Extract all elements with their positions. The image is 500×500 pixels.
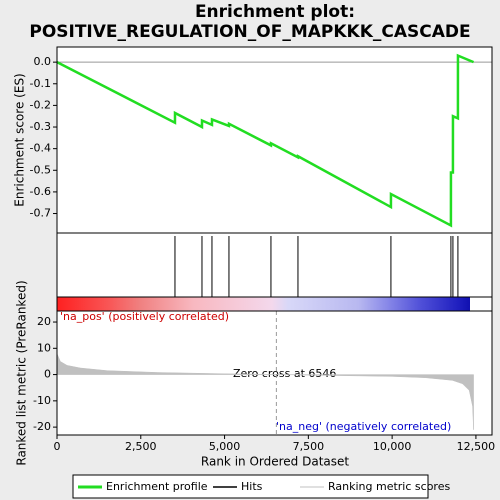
x-tick-label: 0	[54, 440, 61, 453]
x-tick-label: 7,500	[293, 440, 325, 453]
x-tick-label: 5,000	[209, 440, 241, 453]
y-tick-label: -20	[33, 420, 51, 433]
y-axis-label: Ranked list metric (PreRanked)	[15, 280, 29, 465]
zero-cross-label: Zero cross at 6546	[233, 367, 336, 380]
y-tick-label: -0.3	[30, 120, 51, 133]
x-tick-label: 12,500	[457, 440, 496, 453]
plot-area	[57, 47, 492, 435]
y-tick-label: -0.6	[30, 185, 51, 198]
pos-label: 'na_pos' (positively correlated)	[60, 310, 229, 323]
x-tick-label: 10,000	[373, 440, 412, 453]
legend-label: Enrichment profile	[106, 480, 208, 493]
es-line	[56, 53, 475, 228]
y-tick-label: -0.5	[30, 163, 51, 176]
neg-label: 'na_neg' (negatively correlated)	[276, 420, 451, 433]
y-tick-label: -0.2	[30, 98, 51, 111]
legend	[72, 474, 429, 499]
y-tick-label: -0.4	[30, 142, 51, 155]
y-tick-label: -10	[33, 394, 51, 407]
y-tick-label: 20	[37, 315, 51, 328]
legend-label: Ranking metric scores	[328, 480, 450, 493]
y-tick-label: -0.1	[30, 77, 51, 90]
y-tick-label: 0.0	[34, 55, 52, 68]
frame	[56, 46, 493, 436]
y-tick-label: 10	[37, 341, 51, 354]
chart-subtitle: POSITIVE_REGULATION_OF_MAPKKK_CASCADE	[29, 22, 470, 42]
y-axis-label: Enrichment score (ES)	[13, 73, 27, 206]
x-tick-label: 2,500	[125, 440, 157, 453]
chart-title: Enrichment plot:	[195, 2, 355, 22]
metric-area	[56, 353, 474, 430]
y-tick-label: -0.7	[30, 207, 51, 220]
x-axis-label: Rank in Ordered Dataset	[201, 455, 349, 469]
color-bar	[57, 297, 470, 311]
legend-label: Hits	[241, 480, 263, 493]
y-tick-label: 0	[44, 368, 51, 381]
